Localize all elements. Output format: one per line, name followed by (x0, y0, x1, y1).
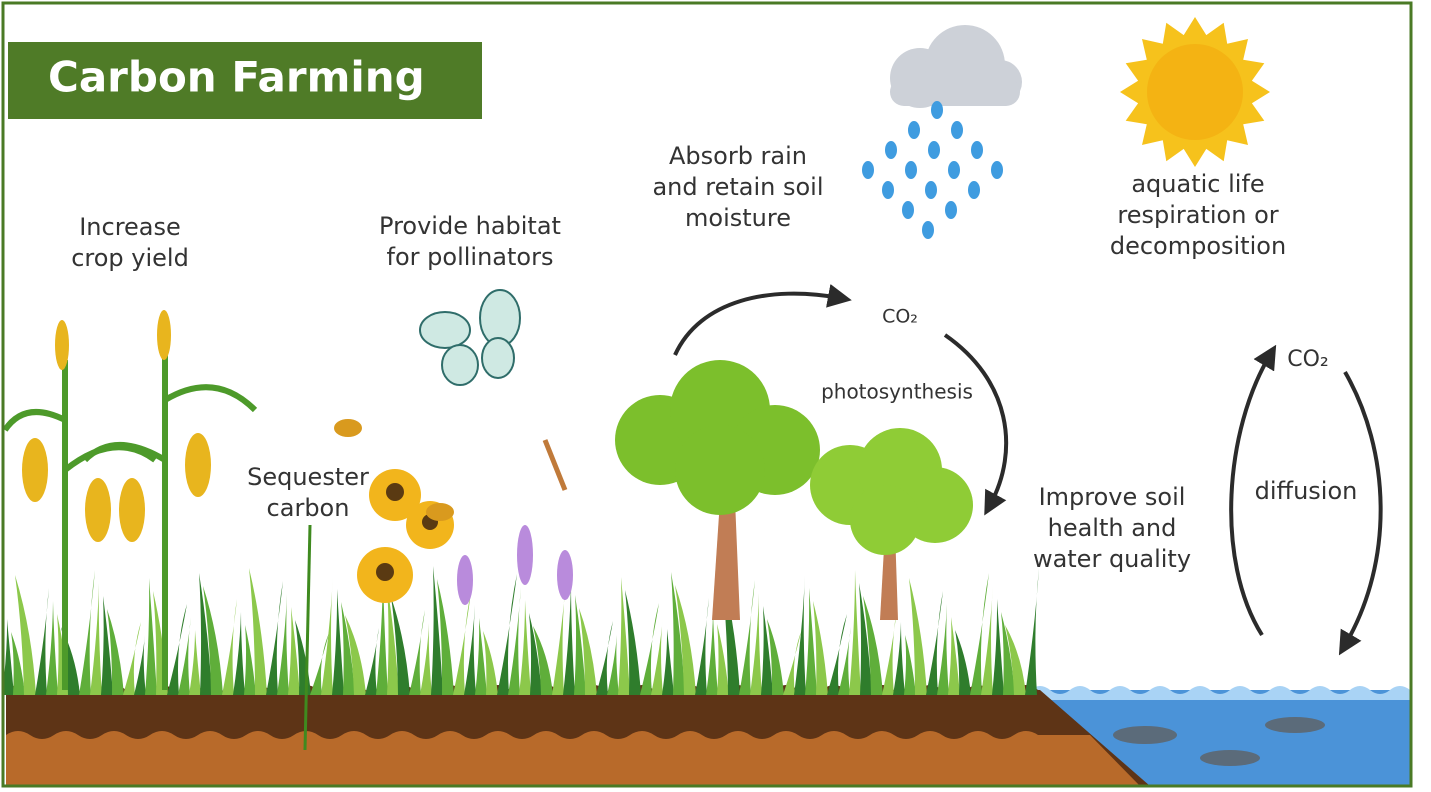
infographic: Carbon Farming Increase crop yield Provide… (0, 0, 1431, 792)
raindrop (971, 141, 983, 159)
gas-label: CO₂ (1287, 347, 1329, 372)
label-line: Provide habitat (379, 212, 561, 240)
label-line: crop yield (71, 244, 189, 272)
raindrop (905, 161, 917, 179)
raindrop (922, 221, 934, 239)
raindrop (902, 201, 914, 219)
raindrop (908, 121, 920, 139)
label-line: for pollinators (387, 243, 554, 271)
raindrop (951, 121, 963, 139)
label-line: and retain soil (652, 173, 823, 201)
raindrop (968, 181, 980, 199)
label-line: aquatic life (1131, 170, 1264, 198)
title: Carbon Farming (48, 53, 425, 102)
subsoil (6, 731, 1140, 786)
label-line: respiration or (1117, 201, 1278, 229)
raindrop (885, 141, 897, 159)
sun (1120, 17, 1270, 167)
label-line: Increase (79, 213, 181, 241)
process-label: diffusion (1255, 477, 1358, 505)
raindrop (925, 181, 937, 199)
raindrop (931, 101, 943, 119)
label-line: water quality (1033, 545, 1191, 573)
label-line: Absorb rain (669, 142, 807, 170)
label-line: decomposition (1110, 232, 1286, 260)
raindrop (862, 161, 874, 179)
label-line: carbon (267, 494, 350, 522)
label-line: moisture (685, 204, 791, 232)
label-line: Sequester (247, 463, 369, 491)
label-line: Improve soil (1039, 483, 1186, 511)
process-label: photosynthesis (821, 380, 973, 404)
raindrop (928, 141, 940, 159)
bee (426, 503, 454, 521)
raindrop (945, 201, 957, 219)
gas-label: CO₂ (882, 306, 918, 328)
raindrop (948, 161, 960, 179)
bee (334, 419, 362, 437)
raindrop (882, 181, 894, 199)
raindrop (991, 161, 1003, 179)
label-line: health and (1048, 514, 1177, 542)
